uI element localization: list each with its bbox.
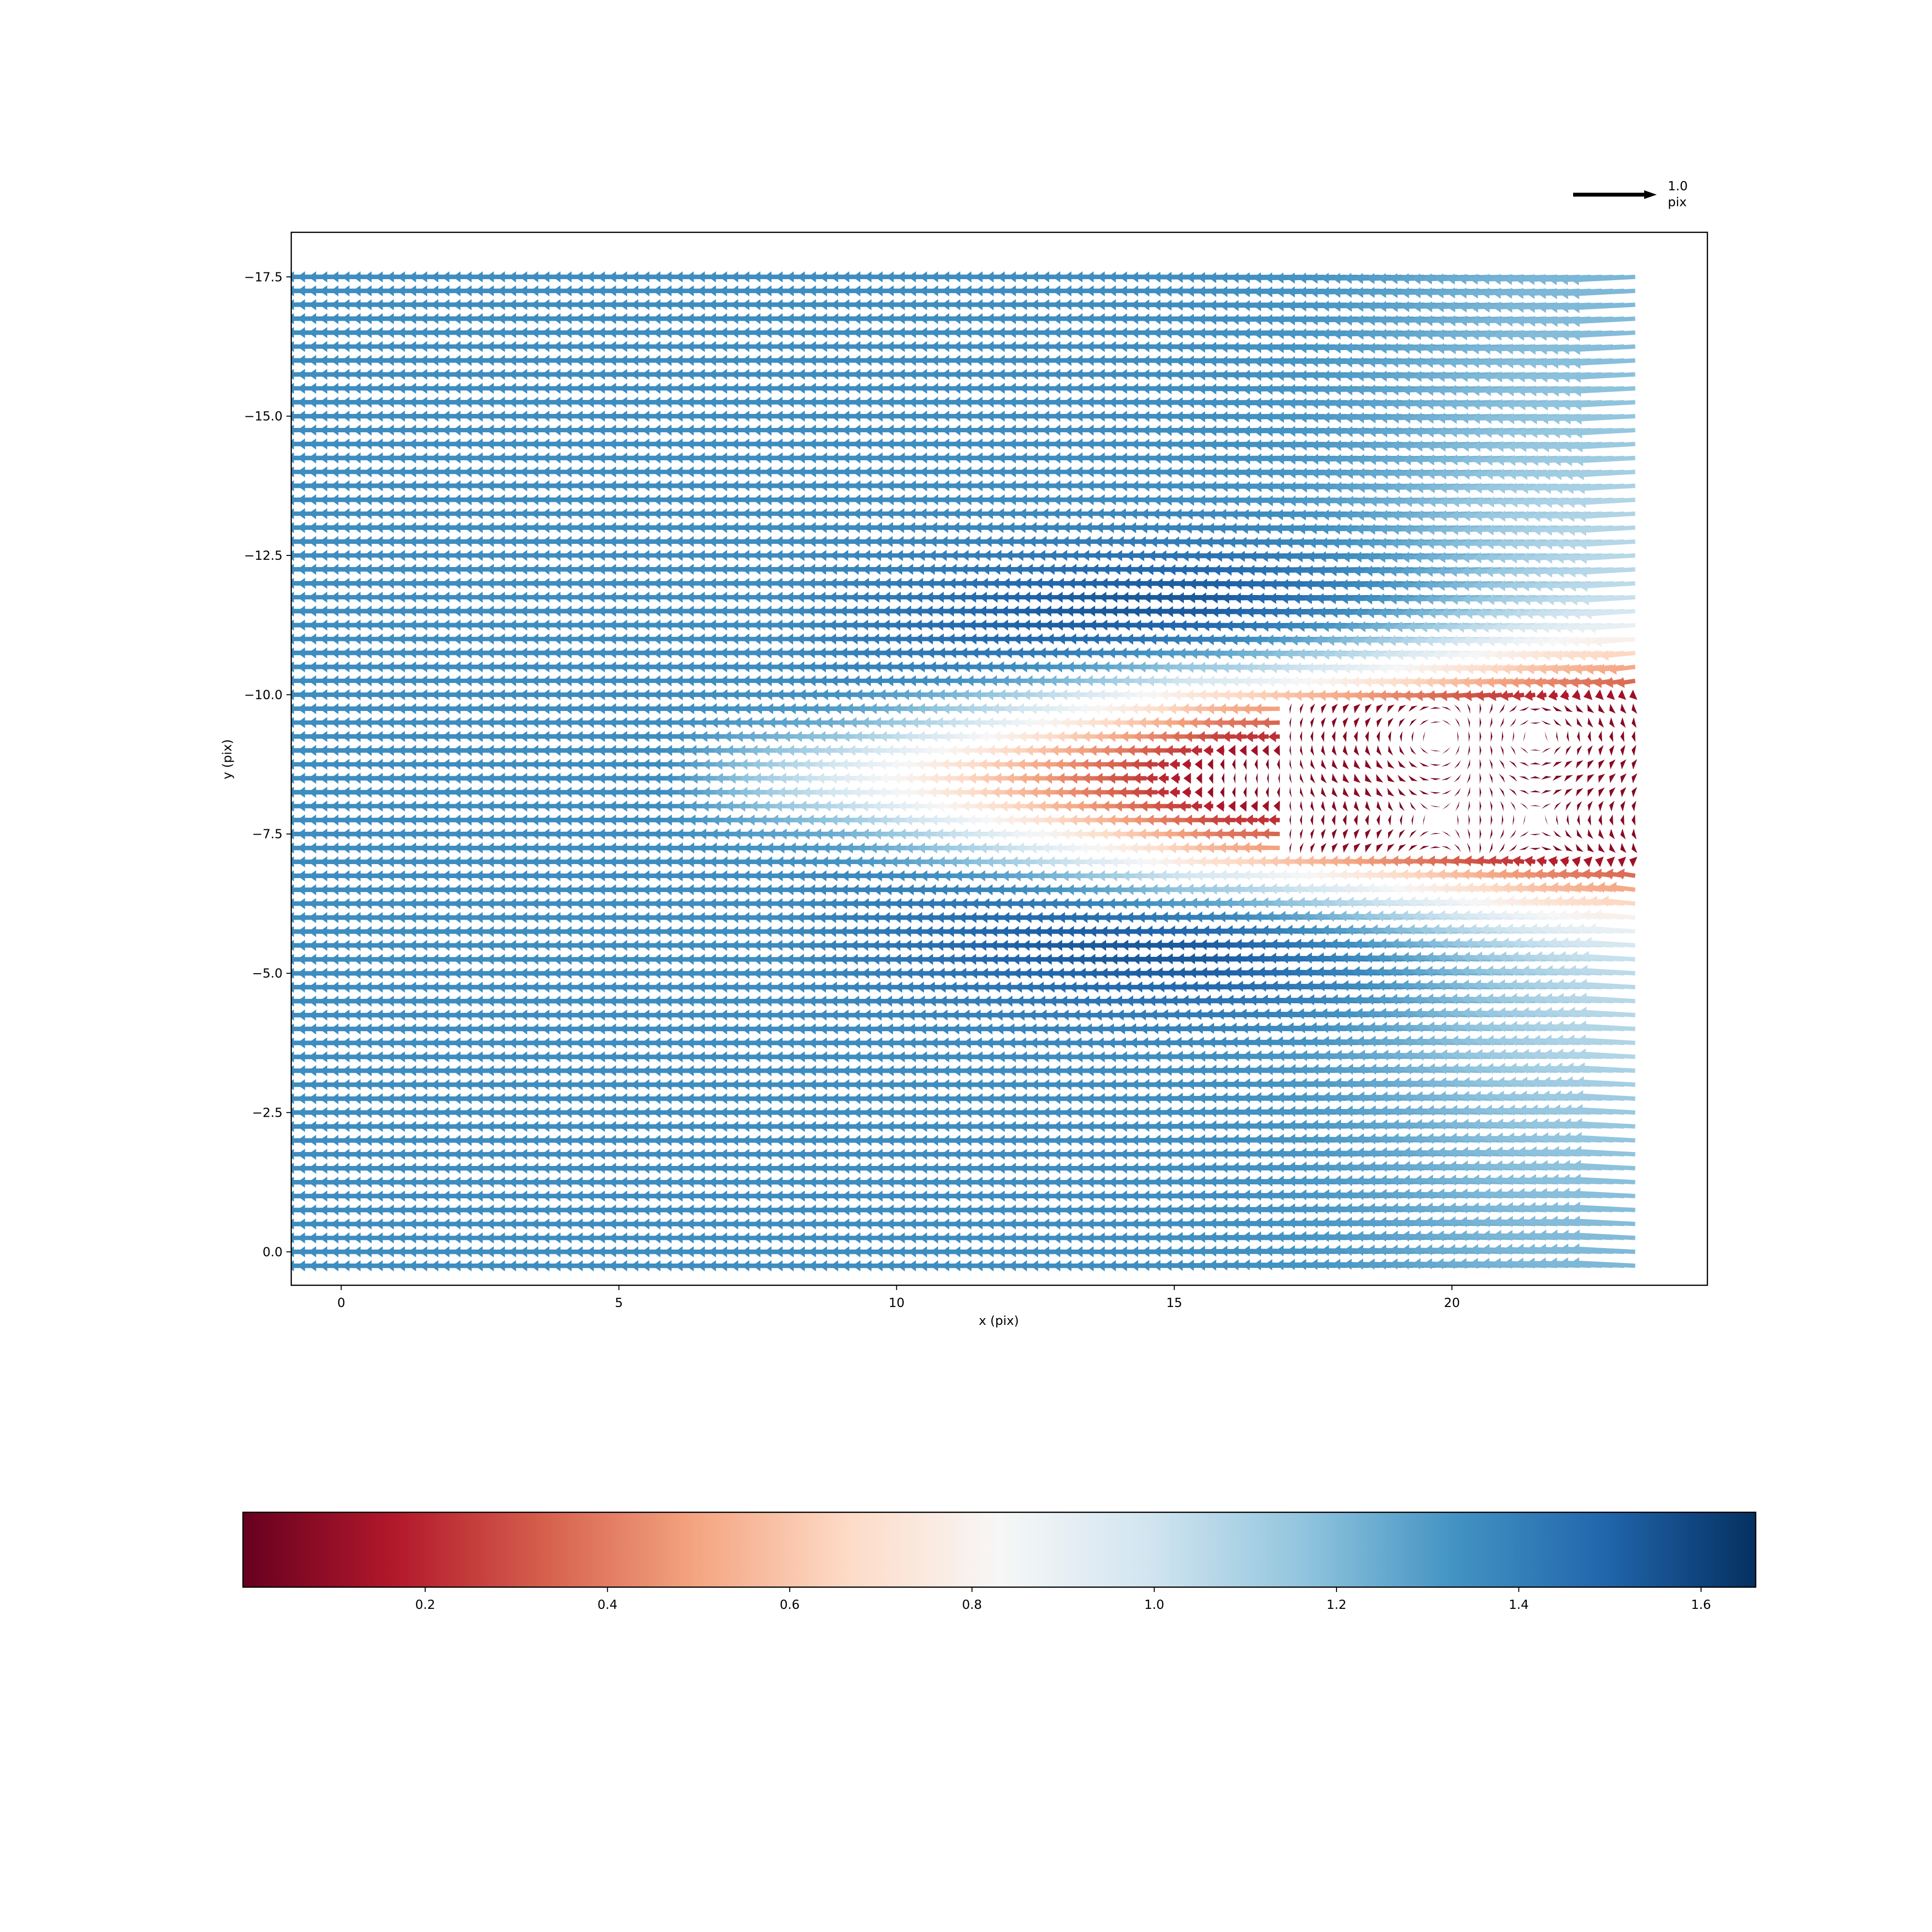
quiver-arrow [1573, 1146, 1635, 1157]
quiver-arrow [1577, 1034, 1635, 1046]
quiver-arrow [1571, 1243, 1635, 1255]
quiver-arrow [1573, 1174, 1635, 1185]
quiver-arrow [1575, 1090, 1635, 1102]
quiver-arrow [1572, 1201, 1635, 1213]
quiver-arrow [1572, 1215, 1635, 1227]
quiver-arrow [1571, 1257, 1635, 1269]
quiver-arrow [1577, 1048, 1635, 1060]
quiver-arrow [1574, 1132, 1635, 1143]
quiver-arrow [1572, 1229, 1635, 1241]
quiver-arrow [1572, 1187, 1635, 1199]
quiver-arrow [1577, 1062, 1635, 1074]
quiver-arrow [1575, 1104, 1635, 1115]
quiver-arrow [1574, 1118, 1635, 1129]
quiver-arrow [1576, 1076, 1635, 1088]
quiver-arrow [1573, 1160, 1635, 1171]
quiver-field [291, 271, 1638, 1272]
